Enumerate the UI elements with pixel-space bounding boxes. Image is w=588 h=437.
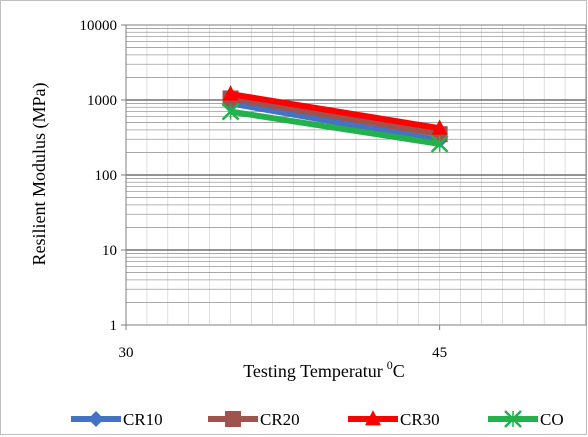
y-tick-label: 1 xyxy=(110,318,118,334)
diamond-marker xyxy=(88,411,104,427)
x-axis-title-superscript: 0 xyxy=(387,358,393,372)
square-marker xyxy=(225,411,241,427)
legend-item-cr10: CR10 xyxy=(71,410,163,429)
series-cr30 xyxy=(222,85,448,135)
legend-label: CR20 xyxy=(260,410,300,429)
x-axis-title-unit: C xyxy=(393,361,405,381)
legend-item-cr20: CR20 xyxy=(208,410,300,429)
grid-lines xyxy=(126,25,586,325)
series-line xyxy=(230,108,441,147)
triangle-marker xyxy=(222,85,239,101)
series-lines xyxy=(221,85,449,153)
y-tick-label: 100 xyxy=(95,168,118,184)
y-tick-labels: 1 10 100 1000 10000 xyxy=(80,18,126,334)
x-axis-title-text: Testing Temperatur xyxy=(243,361,383,381)
legend-label: CR10 xyxy=(123,410,163,429)
triangle-marker xyxy=(365,410,381,426)
legend-item-cr30: CR30 xyxy=(348,410,440,429)
y-tick-label: 10 xyxy=(102,243,117,259)
triangle-marker xyxy=(431,119,448,135)
y-tick-label: 10000 xyxy=(80,18,118,34)
legend-item-co: CO xyxy=(488,410,564,429)
x-tick-label: 30 xyxy=(119,345,134,361)
x-tick-labels: 30 45 xyxy=(119,325,447,361)
series-line xyxy=(230,91,441,132)
series-line xyxy=(230,100,441,144)
y-axis-title: Resilient Modulus (MPa) xyxy=(29,82,50,265)
series-co xyxy=(221,102,449,153)
series-line xyxy=(230,95,441,138)
x-tick-label: 45 xyxy=(432,345,447,361)
legend-label: CO xyxy=(540,410,564,429)
x-axis-title: Testing Temperatur 0C xyxy=(243,358,405,381)
legend: CR10 CR20 CR30 CO xyxy=(71,410,564,429)
y-tick-label: 1000 xyxy=(87,93,117,109)
legend-label: CR30 xyxy=(400,410,440,429)
